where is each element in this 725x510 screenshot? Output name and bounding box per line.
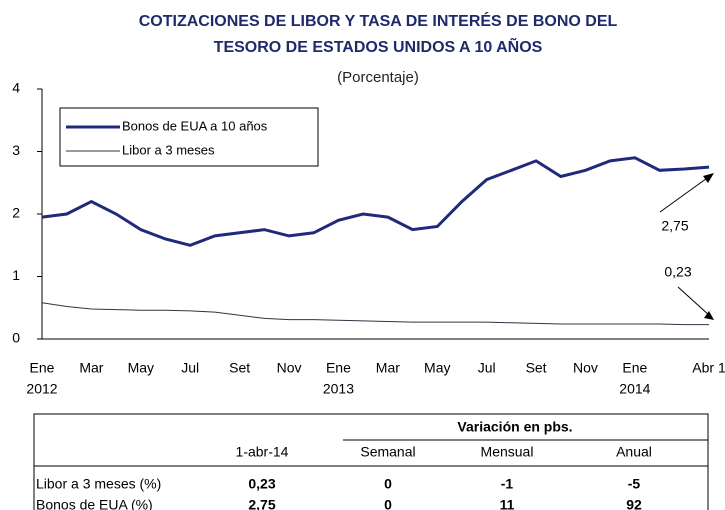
x-tick-label: Ene — [622, 360, 647, 376]
legend-label: Libor a 3 meses — [122, 142, 215, 157]
table-header: Mensual — [481, 444, 534, 460]
table-cell: 0 — [384, 476, 392, 492]
x-year-label: 2012 — [26, 381, 57, 397]
table-group-header: Variación en pbs. — [457, 419, 572, 435]
x-tick-label: Jul — [478, 360, 496, 376]
table-header: Semanal — [360, 444, 415, 460]
y-tick-label: 1 — [12, 267, 20, 283]
row-label: Bonos de EUA (%) — [36, 497, 153, 510]
row-label: Libor a 3 meses (%) — [36, 476, 161, 492]
x-tick-label: May — [128, 360, 154, 376]
y-tick-label: 0 — [12, 330, 20, 346]
x-tick-label: Set — [229, 360, 250, 376]
x-year-label: 2013 — [323, 381, 354, 397]
series-line — [41, 156, 710, 247]
x-tick-label: Ene — [326, 360, 351, 376]
x-tick-label: May — [424, 360, 450, 376]
table-cell: -1 — [501, 476, 514, 492]
table-border — [33, 413, 709, 510]
legend-label: Bonos de EUA a 10 años — [122, 118, 268, 133]
x-tick-label: Nov — [573, 360, 598, 376]
table-header: 1-abr-14 — [236, 444, 289, 460]
table-cell: -5 — [628, 476, 641, 492]
x-tick-label: Mar — [79, 360, 103, 376]
x-year-label: 2014 — [619, 381, 650, 397]
x-tick-label: Nov — [277, 360, 302, 376]
annotation-arrow — [659, 175, 711, 213]
chart-subtitle: (Porcentaje) — [337, 69, 419, 86]
annotation-arrow — [677, 286, 711, 317]
x-tick-label: Jul — [181, 360, 199, 376]
series-line — [41, 302, 709, 326]
y-tick-label: 4 — [12, 80, 20, 96]
annotation: 2,75 — [661, 218, 688, 234]
chart-title: TESORO DE ESTADOS UNIDOS A 10 AÑOS — [214, 36, 543, 56]
table-header: Anual — [616, 444, 652, 460]
arrow-head — [703, 173, 714, 183]
x-tick-label: Mar — [376, 360, 400, 376]
chart-title: COTIZACIONES DE LIBOR Y TASA DE INTERÉS … — [139, 11, 618, 30]
y-tick-label: 3 — [12, 142, 20, 158]
x-tick-label: Abr 1 — [692, 360, 725, 376]
table-cell: 0,23 — [248, 476, 275, 492]
x-tick-label: Ene — [30, 360, 55, 376]
table-cell: 11 — [500, 497, 515, 510]
y-tick-label: 2 — [12, 205, 20, 221]
table-cell: 92 — [626, 497, 642, 510]
legend-box — [59, 107, 319, 167]
arrow-head — [704, 311, 714, 320]
table-cell: 0 — [384, 497, 392, 510]
table: Variación en pbs. 1-abr-14 Semanal Mensu… — [33, 413, 709, 510]
table-cell: 2,75 — [248, 497, 275, 510]
annotation: 0,23 — [664, 264, 691, 280]
x-tick-label: Set — [526, 360, 547, 376]
